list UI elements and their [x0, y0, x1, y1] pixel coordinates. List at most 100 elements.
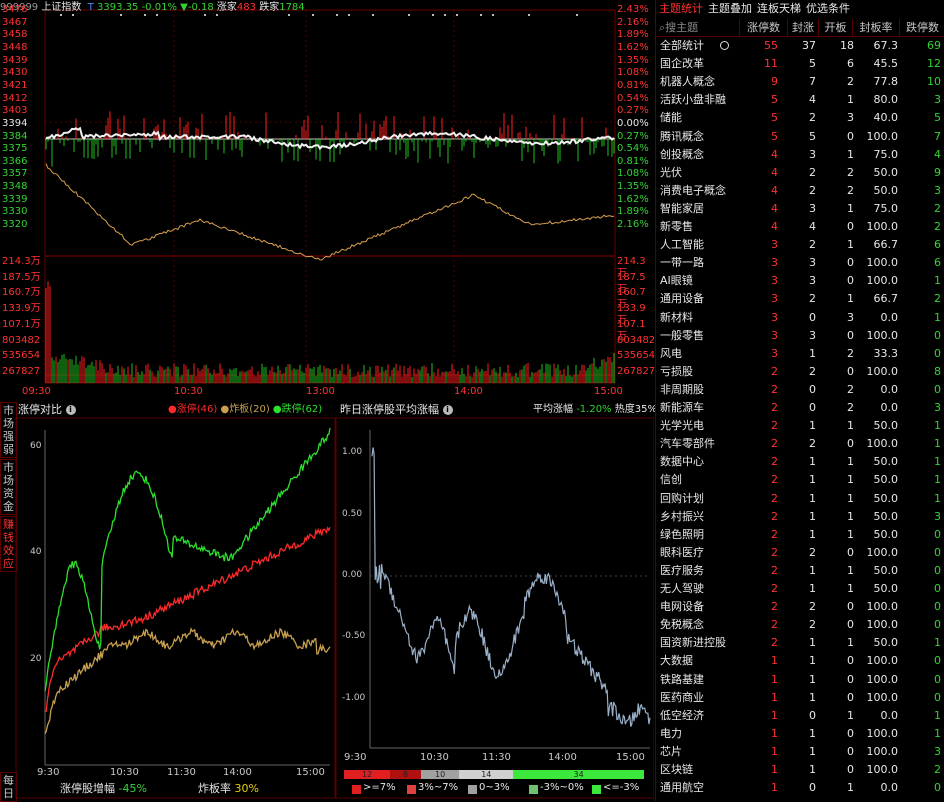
- tab-theme-overlay[interactable]: 主题叠加: [708, 2, 752, 15]
- table-row[interactable]: 低空经济 1 0 1 0.0 1: [656, 707, 944, 725]
- tab-market-strength[interactable]: 市场强弱: [0, 402, 17, 458]
- table-row[interactable]: 汽车零部件 2 2 0 100.0 1: [656, 435, 944, 453]
- table-row[interactable]: 非周期股 2 0 2 0.0 0: [656, 381, 944, 399]
- theme-name: 区块链: [660, 763, 693, 776]
- table-row[interactable]: 活跃小盘非融 5 4 1 80.0 3: [656, 91, 944, 109]
- table-row[interactable]: 铁路基建 1 1 0 100.0 0: [656, 671, 944, 689]
- price-pct-tick-right: 2.16%: [617, 219, 649, 231]
- table-row[interactable]: 乡村振兴 2 1 1 50.0 3: [656, 508, 944, 526]
- table-row[interactable]: 一带一路 3 3 0 100.0 6: [656, 254, 944, 272]
- limit-down-count: 9: [934, 165, 941, 179]
- search-theme-box[interactable]: ⌕搜主题: [656, 19, 740, 37]
- table-row[interactable]: 新材料 3 0 3 0.0 1: [656, 309, 944, 327]
- sealed-count: 1: [809, 726, 816, 740]
- table-row[interactable]: 大数据 1 1 0 100.0 0: [656, 652, 944, 670]
- legend-swatch-icon: [468, 785, 477, 794]
- table-row[interactable]: 风电 3 1 2 33.3 0: [656, 345, 944, 363]
- opened-count: 0: [847, 545, 854, 559]
- table-row[interactable]: 消费电子概念 4 2 2 50.0 3: [656, 182, 944, 200]
- table-row[interactable]: 无人驾驶 2 1 1 50.0 0: [656, 580, 944, 598]
- opened-count: 0: [847, 364, 854, 378]
- table-row[interactable]: 医药商业 1 1 0 100.0 0: [656, 689, 944, 707]
- price-pct-tick-right: 1.08%: [617, 168, 649, 180]
- table-row[interactable]: 回购计划 2 1 1 50.0 1: [656, 490, 944, 508]
- table-row[interactable]: 智能家居 4 3 1 75.0 2: [656, 200, 944, 218]
- table-row[interactable]: 芯片 1 1 0 100.0 3: [656, 743, 944, 761]
- table-row[interactable]: 光伏 4 2 2 50.0 9: [656, 164, 944, 182]
- table-row[interactable]: 光学光电 2 1 1 50.0 1: [656, 417, 944, 435]
- theme-name: 光伏: [660, 165, 682, 179]
- table-row[interactable]: 国资新进控股 2 1 1 50.0 1: [656, 634, 944, 652]
- refresh-circle-icon[interactable]: [720, 41, 729, 50]
- seal-rate: 50.0: [873, 491, 899, 505]
- table-row[interactable]: 一般零售 3 3 0 100.0 0: [656, 327, 944, 345]
- table-row[interactable]: 新能源车 2 0 2 0.0 3: [656, 399, 944, 417]
- tab-theme-stats[interactable]: 主题统计: [659, 2, 703, 15]
- theme-name: 智能家居: [660, 201, 704, 215]
- table-row[interactable]: 区块链 1 1 0 100.0 2: [656, 761, 944, 779]
- tab-daily[interactable]: 每日: [0, 772, 17, 802]
- table-row[interactable]: 信创 2 1 1 50.0 1: [656, 471, 944, 489]
- sealed-count: 2: [809, 183, 816, 197]
- info-icon[interactable]: i: [65, 405, 76, 415]
- col-seal-rate[interactable]: 封板率: [853, 19, 900, 37]
- limit-up-count: 1: [771, 781, 778, 795]
- limit-up-count: 2: [771, 419, 778, 433]
- opened-count: 1: [847, 419, 854, 433]
- limit-up-count: 3: [771, 256, 778, 270]
- table-row[interactable]: 人工智能 3 2 1 66.7 6: [656, 236, 944, 254]
- sealed-count: 1: [809, 419, 816, 433]
- table-row[interactable]: AI眼镜 3 3 0 100.0 1: [656, 272, 944, 290]
- col-opened[interactable]: 开板: [819, 19, 853, 37]
- table-row[interactable]: 储能 5 2 3 40.0 5: [656, 109, 944, 127]
- info-icon[interactable]: i: [442, 405, 453, 415]
- legend-limit-down-count: (62): [301, 404, 323, 415]
- table-row[interactable]: 电网设备 2 2 0 100.0 0: [656, 598, 944, 616]
- table-row[interactable]: 电力 1 1 0 100.0 1: [656, 725, 944, 743]
- limit-up-count: 5: [771, 93, 778, 107]
- seal-rate: 100.0: [866, 690, 899, 704]
- table-row[interactable]: 数据中心 2 1 1 50.0 1: [656, 453, 944, 471]
- seal-rate: 45.5: [873, 57, 899, 71]
- limit-up-count: 5: [771, 129, 778, 143]
- theme-name: 一带一路: [660, 256, 704, 270]
- price-tick-left: 3366: [2, 155, 28, 167]
- tab-market-funds[interactable]: 市场资金: [0, 459, 17, 515]
- limit-up-count: 2: [771, 382, 778, 396]
- theme-stats-pane: 主题统计 主题叠加 连板天梯 优选条件 ⌕搜主题 涨停数 封涨 开板 封板率 跌停数 …: [655, 0, 944, 801]
- table-row[interactable]: 免税概念 2 2 0 100.0 0: [656, 616, 944, 634]
- table-row[interactable]: 通用航空 1 0 1 0.0 0: [656, 779, 944, 797]
- price-tick-left: 3384: [2, 130, 28, 142]
- table-row[interactable]: 创投概念 4 3 1 75.0 4: [656, 146, 944, 164]
- tab-profit-effect[interactable]: 赚钱效应: [0, 516, 17, 572]
- tab-preferred[interactable]: 优选条件: [806, 2, 850, 15]
- table-row[interactable]: 通用设备 3 2 1 66.7 2: [656, 290, 944, 308]
- col-sealed[interactable]: 封涨: [788, 19, 819, 37]
- table-row[interactable]: 新零售 4 4 0 100.0 2: [656, 218, 944, 236]
- table-row[interactable]: 腾讯概念 5 5 0 100.0 7: [656, 128, 944, 146]
- opened-count: 2: [847, 183, 854, 197]
- col-limit-down[interactable]: 跌停数: [900, 19, 944, 37]
- volume-tick-left: 214.3万: [2, 256, 41, 267]
- charts-canvas: [15, 9, 654, 799]
- limit-down-count: 7: [934, 129, 941, 143]
- table-row[interactable]: 亏损股 2 2 0 100.0 8: [656, 363, 944, 381]
- col-limit-up[interactable]: 涨停数: [740, 19, 788, 37]
- table-row[interactable]: 全部统计 55 37 18 67.3 69: [656, 37, 944, 55]
- tick-mark: [456, 14, 458, 16]
- theme-tabs: 主题统计 主题叠加 连板天梯 优选条件: [656, 0, 944, 18]
- price-pct-tick-right: 2.43%: [617, 4, 649, 15]
- tick-mark: [120, 14, 122, 16]
- table-row[interactable]: 眼科医疗 2 2 0 100.0 0: [656, 544, 944, 562]
- sealed-count: 4: [809, 220, 816, 233]
- avg-x-tick: 15:00: [616, 752, 645, 763]
- limit-down-count: 69: [927, 39, 941, 52]
- sealed-count: 1: [809, 527, 816, 541]
- table-row[interactable]: 绿色照明 2 1 1 50.0 0: [656, 526, 944, 544]
- tab-board-ladder[interactable]: 连板天梯: [757, 2, 801, 15]
- legend-limit-down: 跌停: [281, 404, 302, 415]
- limit-up-count: 2: [771, 437, 778, 451]
- table-row[interactable]: 医疗服务 2 1 1 50.0 0: [656, 562, 944, 580]
- table-row[interactable]: 机器人概念 9 7 2 77.8 10: [656, 73, 944, 91]
- table-row[interactable]: 国企改革 11 5 6 45.5 12: [656, 55, 944, 73]
